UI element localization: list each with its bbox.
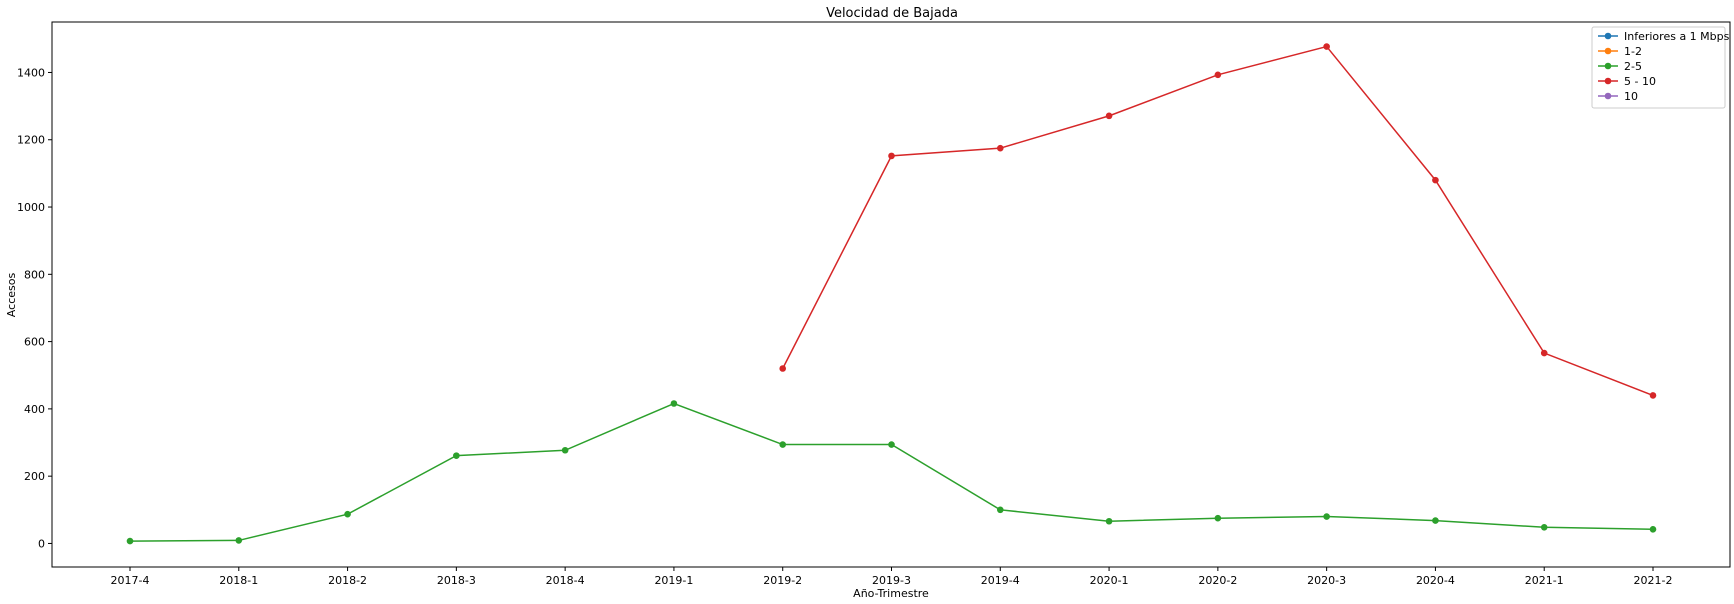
x-tick-label: 2020-4 [1416,574,1455,587]
series-group [779,43,1657,399]
x-tick-label: 2021-1 [1525,574,1564,587]
chart-title: Velocidad de Bajada [826,6,958,21]
x-tick-label: 2019-1 [654,574,693,587]
x-tick-label: 2019-2 [763,574,802,587]
x-tick-label: 2020-2 [1198,574,1237,587]
data-point [561,446,569,454]
data-point [670,400,678,407]
x-tick-label: 2018-2 [328,574,367,587]
data-point [126,537,134,545]
x-tick-label: 2017-4 [111,574,150,587]
legend-box [1591,26,1726,109]
data-point [1105,517,1113,525]
legend-swatch-marker [1604,32,1612,40]
data-point [1323,513,1330,520]
data-point [888,152,895,160]
x-tick-label: 2019-3 [872,574,911,587]
y-tick-label: 200 [24,470,45,483]
y-tick-label: 0 [38,537,45,550]
data-point [996,506,1004,514]
x-tick-label: 2018-3 [437,574,476,587]
data-point [779,365,787,372]
y-axis: 0 200 400 600 800 1000 1200 1400 [17,66,52,550]
x-tick-label: 2020-1 [1090,574,1129,587]
y-tick-label: 800 [24,268,45,281]
data-point [453,452,460,459]
series-layer [126,43,1657,545]
legend-entry-label: 2-5 [1624,60,1642,73]
x-tick-label: 2021-2 [1634,574,1673,587]
x-axis: 2017-4 2018-1 2018-2 2018-3 2018-4 2019-1 2019… [111,567,1673,587]
legend-swatch-marker [1604,92,1612,100]
data-point [1214,71,1222,79]
series-line [782,45,1654,397]
data-point [888,441,895,448]
data-point [1540,524,1548,531]
y-tick-label: 1400 [17,66,45,79]
data-point [235,537,243,544]
series-line [129,402,1654,542]
data-point [779,441,787,448]
x-tick-label: 2018-4 [546,574,585,587]
y-tick-label: 1200 [17,134,45,147]
data-point [1649,392,1657,399]
data-point [1105,112,1113,120]
data-point [344,510,351,518]
legend-swatch-marker [1604,47,1612,55]
x-tick-label: 2019-4 [981,574,1020,587]
legend-entry-label: 1-2 [1624,45,1642,58]
x-axis-label: Año-Trimestre [853,587,929,600]
legend-entry-label: 5 - 10 [1624,75,1656,88]
plot-area [51,21,1731,568]
data-point [1540,349,1548,357]
legend-swatch-marker [1604,77,1612,85]
legend: Inferiores a 1 Mbps 1-2 2-5 5 - 10 10 [1591,26,1730,109]
legend-swatch-marker [1604,62,1612,70]
data-point [1432,176,1439,184]
x-tick-label: 2018-1 [219,574,258,587]
data-point [1214,514,1222,522]
y-tick-label: 400 [24,403,45,416]
data-point [1432,517,1439,524]
y-tick-label: 600 [24,336,45,349]
data-point [1649,526,1657,533]
x-tick-label: 2020-3 [1307,574,1346,587]
y-tick-label: 1000 [17,201,45,214]
data-point [996,144,1004,152]
legend-entry-label: Inferiores a 1 Mbps [1624,30,1730,43]
data-point [1323,43,1330,50]
y-axis-label: Accesos [5,273,18,318]
legend-entry-label: 10 [1624,90,1638,103]
series-group [126,400,1657,545]
